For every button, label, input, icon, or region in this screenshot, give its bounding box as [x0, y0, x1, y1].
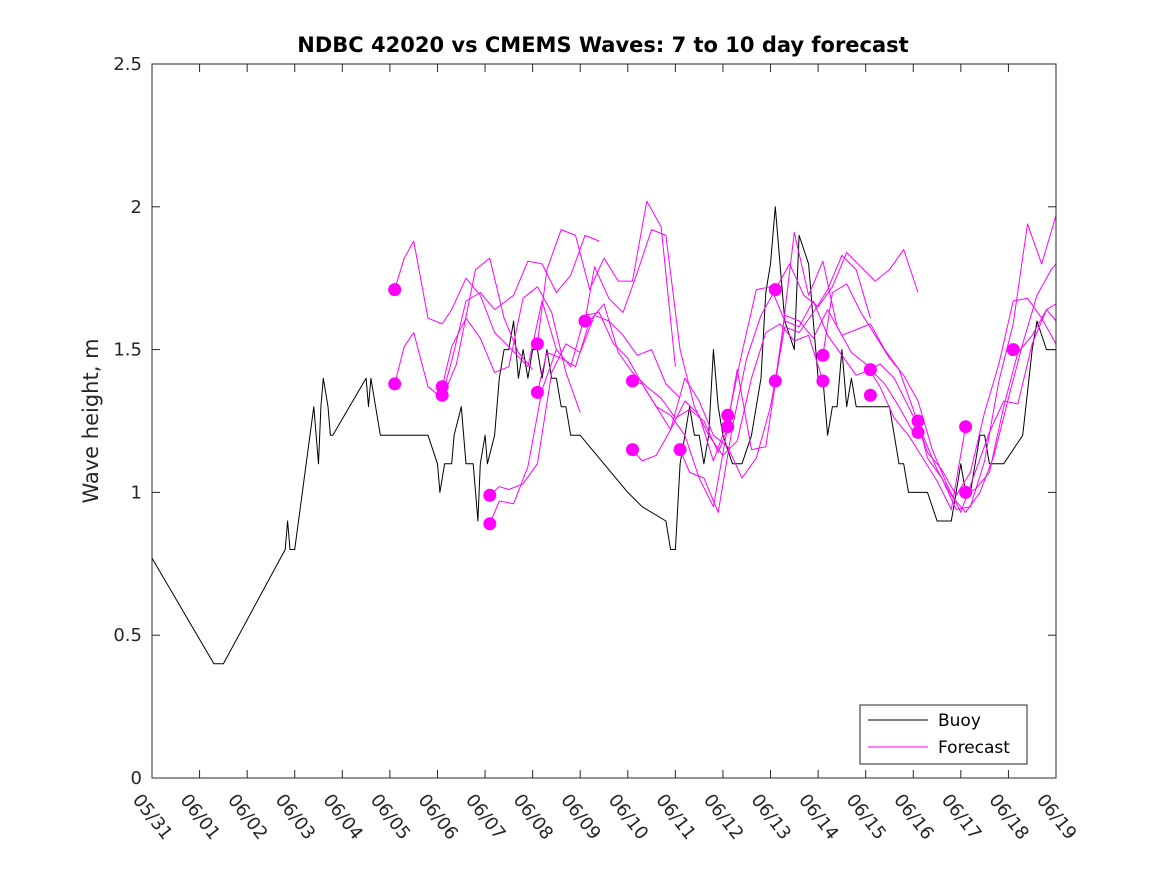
y-tick-label: 2.5 [113, 54, 142, 75]
forecast-series-line-7 [536, 200, 676, 367]
legend-forecast-label: Forecast [938, 738, 1010, 758]
forecast-marker-point [911, 425, 925, 439]
y-tick-label: 0 [131, 768, 142, 789]
forecast-series-line-11 [632, 254, 871, 479]
forecast-marker-point [388, 283, 402, 297]
y-tick-label: 2 [131, 197, 142, 218]
forecast-marker-point [483, 517, 497, 531]
forecast-series-line-9 [584, 229, 824, 456]
legend: Buoy Forecast [859, 704, 1028, 765]
forecast-marker-point [578, 314, 592, 328]
forecast-series-line-15 [822, 283, 1057, 513]
y-tick-label: 1.5 [113, 340, 142, 361]
forecast-series-line-17 [917, 215, 1057, 510]
y-axis-label: Wave height, m [79, 338, 103, 503]
forecast-marker-point [721, 420, 735, 434]
forecast-series-line-13 [727, 232, 967, 510]
forecast-marker-point [863, 388, 877, 402]
forecast-marker-point [911, 414, 925, 428]
forecast-series-line-2 [394, 257, 533, 399]
forecast-marker-point [530, 385, 544, 399]
forecast-marker-point [483, 488, 497, 502]
legend-buoy-label: Buoy [938, 711, 981, 731]
forecast-marker-point [626, 374, 639, 388]
forecast-marker-point [721, 408, 735, 422]
forecast-marker-point [768, 374, 782, 388]
forecast-marker-point [959, 420, 973, 434]
forecast-marker-point [626, 443, 639, 457]
chart-title: NDBC 42020 vs CMEMS Waves: 7 to 10 day f… [297, 33, 908, 57]
forecast-marker-point [1006, 343, 1020, 357]
forecast-series-line-16 [870, 263, 1057, 513]
forecast-marker-point [816, 348, 830, 362]
forecast-series-line-18 [965, 303, 1057, 493]
forecast-marker-point [768, 283, 782, 297]
forecast-marker-point [435, 388, 449, 402]
forecast-marker-point [816, 374, 830, 388]
legend-box [859, 704, 1028, 765]
forecast-marker-point [388, 377, 402, 391]
forecast-series-line-14 [774, 297, 1057, 496]
forecast-series-line-1 [394, 240, 557, 368]
forecast-marker-point [530, 337, 544, 351]
forecast-series-line-12 [679, 249, 919, 513]
buoy-series-line [151, 206, 1056, 665]
marker-layer [388, 283, 1020, 531]
forecast-series-line-4 [441, 234, 600, 396]
forecast-marker-point [959, 485, 973, 499]
y-tick-label: 0.5 [113, 625, 142, 646]
forecast-series-line-6 [489, 312, 729, 524]
plot-area [151, 63, 1057, 779]
forecast-series-line-3 [441, 286, 581, 413]
forecast-marker-point [863, 363, 877, 377]
forecast-marker-point [673, 443, 687, 457]
y-tick-label: 1 [131, 482, 142, 503]
